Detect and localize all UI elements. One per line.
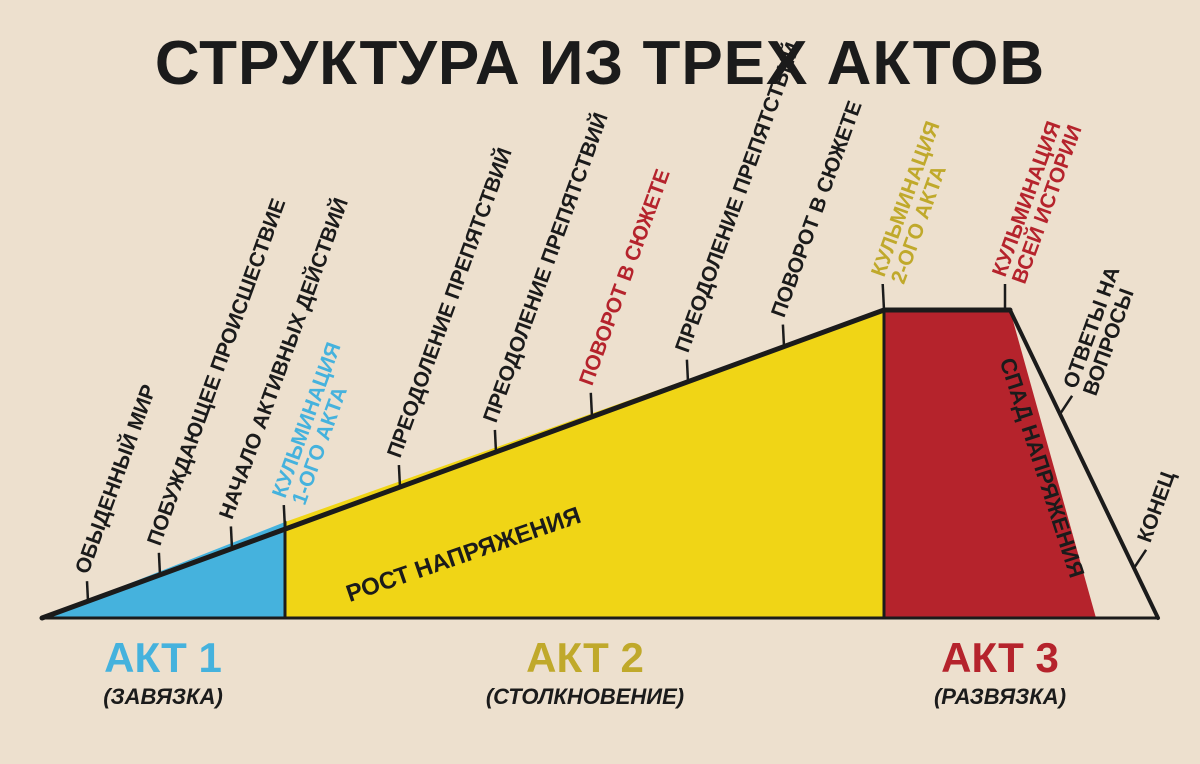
diagram-title: СТРУКТУРА ИЗ ТРЕХ АКТОВ (155, 29, 1045, 98)
act-title-3: АКТ 3 (941, 634, 1059, 681)
tick-t9 (783, 325, 784, 347)
act-title-1: АКТ 1 (104, 634, 222, 681)
label-l9: ПОВОРОТ В СЮЖЕТЕ (767, 98, 867, 320)
svg-text:ОБЫДЕННЫЙ МИР: ОБЫДЕННЫЙ МИР (70, 381, 161, 577)
shapes-layer (42, 310, 1096, 618)
act-title-2: АКТ 2 (526, 634, 644, 681)
tick-t4 (284, 505, 285, 529)
svg-text:КОНЕЦ: КОНЕЦ (1133, 468, 1180, 546)
tick-t6 (495, 430, 496, 452)
tick-t1 (87, 581, 88, 601)
tick-t7 (591, 393, 592, 417)
tick-t5 (399, 465, 400, 487)
three-act-diagram: ОБЫДЕННЫЙ МИРПОБУЖДАЮЩЕЕ ПРОИСШЕСТВИЕНАЧ… (0, 0, 1200, 764)
label-l12: ОТВЕТЫ НАВОПРОСЫ (1059, 263, 1144, 398)
act-subtitle-1: (ЗАВЯЗКА) (103, 684, 223, 709)
act-subtitle-3: (РАЗВЯЗКА) (934, 684, 1066, 709)
acts-layer: АКТ 1 (ЗАВЯЗКА) АКТ 2 (СТОЛКНОВЕНИЕ) АКТ 3 (Р… (103, 634, 1066, 709)
label-l13: КОНЕЦ (1133, 468, 1180, 546)
label-l1: ОБЫДЕННЫЙ МИР (70, 381, 161, 577)
tick-t10 (883, 284, 884, 310)
svg-text:КУЛЬМИНАЦИЯВСЕЙ ИСТОРИИ: КУЛЬМИНАЦИЯВСЕЙ ИСТОРИИ (988, 115, 1086, 287)
tick-t3 (231, 526, 232, 548)
label-l10: КУЛЬМИНАЦИЯ2-ОГО АКТА (867, 118, 964, 287)
label-l11: КУЛЬМИНАЦИЯВСЕЙ ИСТОРИИ (988, 115, 1086, 287)
act-subtitle-2: (СТОЛКНОВЕНИЕ) (486, 684, 684, 709)
svg-text:КУЛЬМИНАЦИЯ2-ОГО АКТА: КУЛЬМИНАЦИЯ2-ОГО АКТА (867, 118, 964, 287)
tick-t2 (159, 553, 160, 575)
tick-t13 (1134, 550, 1146, 568)
tick-t8 (687, 360, 688, 382)
svg-text:ПОВОРОТ В СЮЖЕТЕ: ПОВОРОТ В СЮЖЕТЕ (767, 98, 867, 320)
label-l7: ПОВОРОТ В СЮЖЕТЕ (575, 166, 675, 388)
svg-text:ОТВЕТЫ НАВОПРОСЫ: ОТВЕТЫ НАВОПРОСЫ (1059, 263, 1144, 398)
svg-text:ПОВОРОТ В СЮЖЕТЕ: ПОВОРОТ В СЮЖЕТЕ (575, 166, 675, 388)
tick-t12 (1060, 396, 1072, 414)
